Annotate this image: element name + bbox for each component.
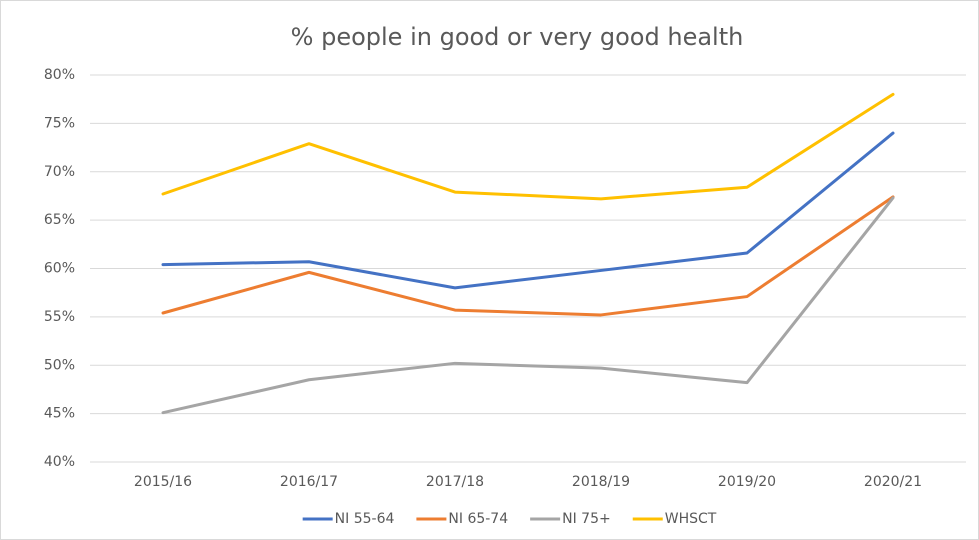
y-tick-label: 55%: [44, 309, 75, 325]
x-tick-label: 2018/19: [572, 474, 630, 490]
y-tick-label: 65%: [44, 212, 75, 228]
legend-label: NI 65-74: [448, 511, 508, 527]
y-tick-label: 75%: [44, 115, 75, 131]
y-tick-label: 40%: [44, 454, 75, 470]
series-line: [161, 131, 895, 290]
y-tick-label: 70%: [44, 164, 75, 180]
x-tick-label: 2017/18: [426, 474, 484, 490]
y-tick-label: 50%: [44, 357, 75, 373]
y-tick-label: 80%: [44, 67, 75, 83]
legend-label: WHSCT: [665, 511, 717, 527]
legend-label: NI 75+: [562, 511, 611, 527]
x-tick-label: 2020/21: [864, 474, 922, 490]
chart-title: % people in good or very good health: [291, 23, 744, 51]
y-tick-label: 45%: [44, 406, 75, 422]
series-line: [161, 195, 895, 317]
x-tick-label: 2019/20: [718, 474, 776, 490]
series-line: [161, 196, 895, 415]
y-tick-label: 60%: [44, 261, 75, 277]
x-tick-label: 2016/17: [280, 474, 338, 490]
legend-label: NI 55-64: [335, 511, 395, 527]
x-tick-label: 2015/16: [134, 474, 192, 490]
series-line: [161, 92, 895, 201]
